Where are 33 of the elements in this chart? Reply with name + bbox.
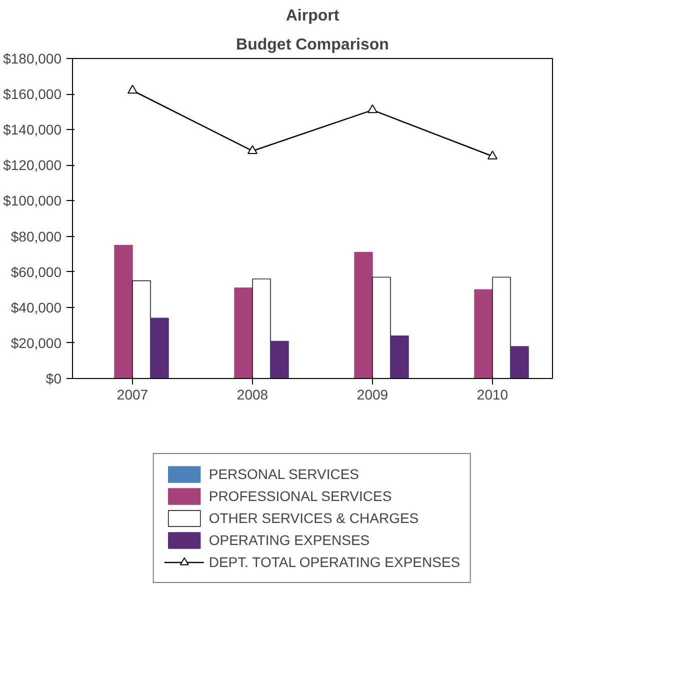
y-tick-label: $180,000 [3, 50, 62, 66]
bar [114, 244, 133, 378]
chart-title: Airport [286, 8, 340, 24]
y-tick-label: $100,000 [3, 192, 62, 209]
legend-label: DEPT. TOTAL OPERATING EXPENSES [208, 554, 460, 570]
x-tick-label: 2007 [116, 386, 148, 402]
y-tick-label: $0 [46, 370, 62, 386]
bar [390, 335, 409, 378]
y-tick-label: $40,000 [10, 299, 62, 316]
y-tick-label: $60,000 [10, 264, 62, 280]
bar [354, 252, 373, 378]
bar [234, 287, 253, 378]
legend-label: PERSONAL SERVICES [208, 466, 360, 482]
bar [474, 289, 493, 378]
bar [150, 318, 169, 378]
bar [510, 346, 529, 378]
point [248, 145, 258, 154]
point [128, 84, 138, 94]
chart-subtitle: Budget Comparison [236, 36, 389, 54]
y-tick-label: $20,000 [10, 334, 62, 351]
y-tick-label: $120,000 [3, 157, 62, 174]
x-tick-label: 2010 [476, 386, 508, 402]
legend-label: OPERATING EXPENSES [208, 532, 370, 548]
y-tick-label: $140,000 [3, 122, 62, 138]
y-tick-label: $160,000 [3, 86, 62, 102]
x-tick-label: 2008 [236, 386, 268, 402]
x-tick-label: 2009 [356, 386, 388, 402]
legend-label: PROFESSIONAL SERVICES [208, 488, 392, 504]
bar [270, 340, 289, 378]
point [488, 150, 498, 160]
point [368, 104, 378, 114]
y-tick-label: $80,000 [10, 228, 62, 244]
legend-label: OTHER SERVICES & CHARGES [208, 510, 419, 526]
